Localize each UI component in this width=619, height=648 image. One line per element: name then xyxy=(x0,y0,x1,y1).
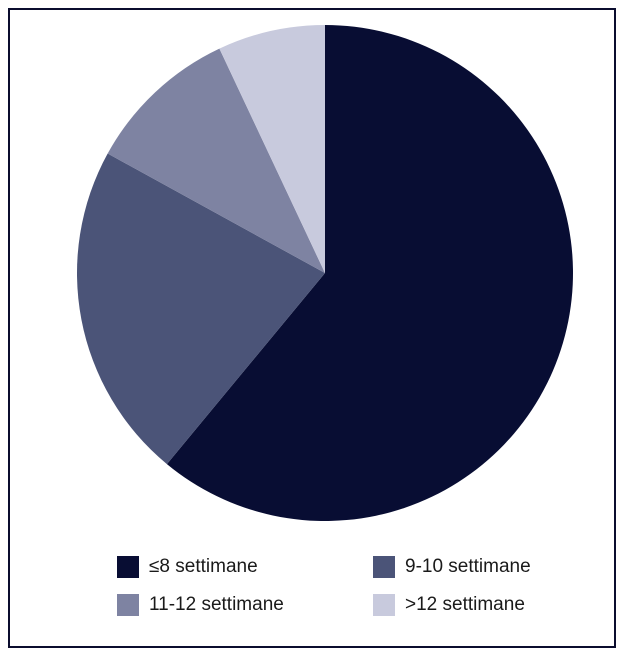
pie-slice xyxy=(219,24,325,273)
legend-label: ≤8 settimane xyxy=(149,556,258,577)
pie-slice xyxy=(107,48,326,273)
pie-chart xyxy=(77,24,573,521)
pie-slice xyxy=(77,153,325,465)
legend-item: >12 settimane xyxy=(373,592,525,618)
chart-frame: ≤8 settimane 9-10 settimane 11-12 settim… xyxy=(8,8,616,648)
legend-label: 9-10 settimane xyxy=(405,556,531,577)
legend-swatch xyxy=(373,556,395,578)
legend-swatch xyxy=(373,594,395,616)
pie-slice xyxy=(166,25,573,521)
legend-item: ≤8 settimane xyxy=(117,554,258,580)
legend-item: 11-12 settimane xyxy=(117,592,284,618)
legend-item: 9-10 settimane xyxy=(373,554,531,580)
legend-swatch xyxy=(117,556,139,578)
legend-label: 11-12 settimane xyxy=(149,594,284,615)
legend-swatch xyxy=(117,594,139,616)
legend-label: >12 settimane xyxy=(405,594,525,615)
